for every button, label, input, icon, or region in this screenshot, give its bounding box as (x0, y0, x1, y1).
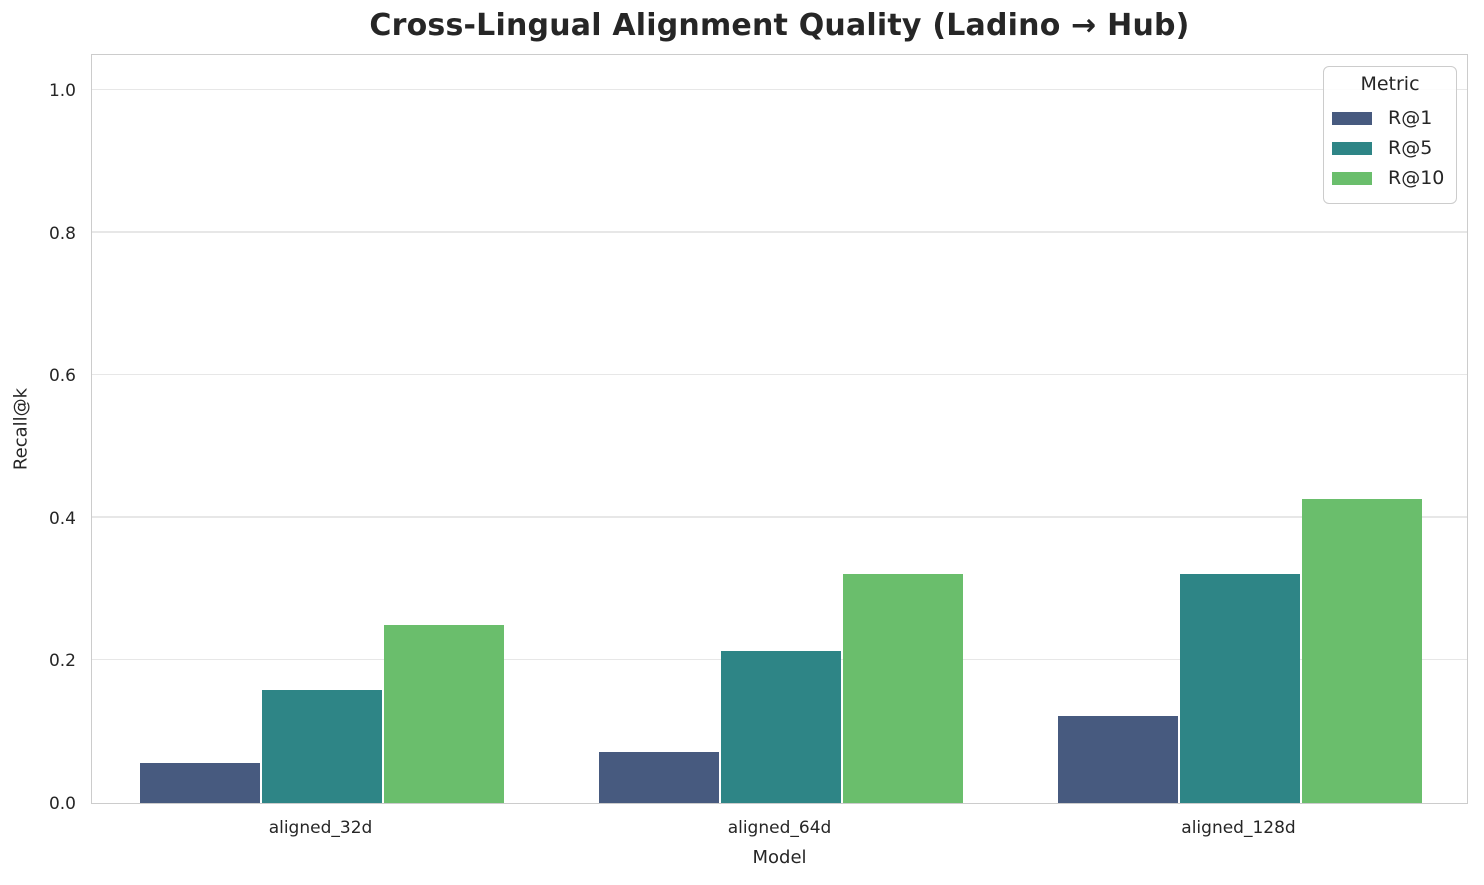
gridline-0.4 (92, 516, 1467, 518)
legend-swatch-r10 (1332, 171, 1372, 185)
bar-r1-aligned_32d (139, 763, 260, 803)
legend-item-r1: R@1 (1324, 103, 1456, 133)
plot-area: Metric R@1 R@5 R@10 (91, 54, 1468, 804)
bar-r1-aligned_64d (598, 752, 719, 803)
bar-r10-aligned_32d (383, 625, 504, 803)
legend-label-r5: R@5 (1388, 137, 1433, 159)
gridline-0.8 (92, 231, 1467, 233)
y-tick-0.2: 0.2 (48, 651, 76, 672)
y-tick-0.4: 0.4 (48, 508, 76, 529)
legend-item-r10: R@10 (1324, 163, 1456, 193)
bar-r5-aligned_64d (720, 651, 841, 803)
chart-title: Cross-Lingual Alignment Quality (Ladino … (369, 8, 1190, 43)
legend-swatch-r1 (1332, 111, 1372, 125)
bar-r5-aligned_128d (1179, 574, 1300, 803)
legend-label-r1: R@1 (1388, 107, 1433, 129)
gridline-1.0 (92, 88, 1467, 90)
y-tick-1.0: 1.0 (48, 81, 76, 101)
legend: Metric R@1 R@5 R@10 (1323, 66, 1457, 204)
y-axis-label: Recall@k (10, 387, 32, 471)
x-axis-label: Model (752, 847, 807, 868)
legend-item-r5: R@5 (1324, 133, 1456, 163)
x-tick-aligned_128d: aligned_128d (1181, 818, 1296, 838)
y-tick-0.6: 0.6 (48, 366, 76, 387)
legend-label-r10: R@10 (1388, 167, 1445, 189)
gridline-0.6 (92, 373, 1467, 376)
bar-r5-aligned_32d (261, 690, 382, 803)
bar-r1-aligned_128d (1057, 716, 1178, 803)
bar-r10-aligned_64d (842, 574, 963, 803)
legend-title: Metric (1360, 73, 1420, 95)
x-tick-aligned_32d: aligned_32d (268, 818, 373, 838)
bar-r10-aligned_128d (1301, 499, 1422, 803)
y-tick-0.8: 0.8 (48, 223, 76, 244)
x-tick-aligned_64d: aligned_64d (727, 818, 832, 838)
y-tick-0.0: 0.0 (48, 794, 76, 814)
legend-swatch-r5 (1332, 141, 1372, 155)
